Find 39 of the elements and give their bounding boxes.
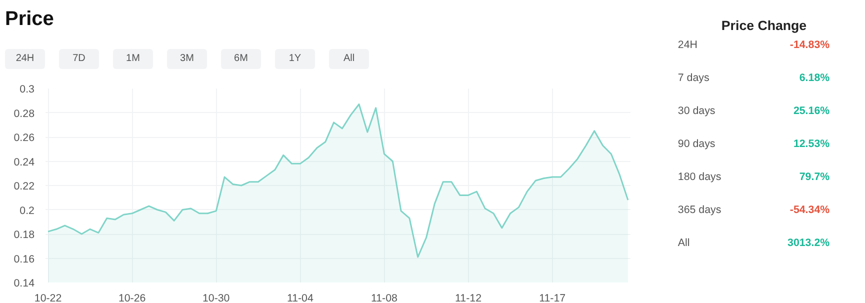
text: 3M xyxy=(180,52,194,66)
text: 1Y xyxy=(288,52,302,66)
category-label: 180 days xyxy=(678,170,722,183)
text: 12.53% xyxy=(793,138,830,150)
text: 24H xyxy=(16,52,34,66)
text: -54.34% xyxy=(790,204,830,216)
text: 1M xyxy=(126,52,140,66)
x-tick-label: 11-04 xyxy=(286,292,314,303)
y-tick-label: 0.28 xyxy=(14,108,35,120)
category-label: 90 days xyxy=(678,138,716,150)
text: All xyxy=(343,52,355,66)
text: Price Change xyxy=(721,18,807,33)
text: 6M xyxy=(234,52,248,66)
chart-title: Price xyxy=(5,7,54,32)
y-tick-label: 0.26 xyxy=(14,132,35,144)
category-label: 24H xyxy=(678,39,698,52)
y-tick-label: 0.18 xyxy=(14,229,35,241)
category-label: 7 days xyxy=(678,72,710,84)
y-tick-label: 0.24 xyxy=(14,156,35,168)
text: 7D xyxy=(72,52,86,66)
text: 25.16% xyxy=(793,104,830,117)
x-tick-label: 11-08 xyxy=(370,292,398,303)
x-tick-label: 10-26 xyxy=(118,292,146,303)
text: 6.18% xyxy=(799,72,830,84)
y-tick-label: 0.14 xyxy=(14,278,35,290)
y-tick-label: 0.22 xyxy=(14,180,35,192)
x-tick-label: 11-12 xyxy=(455,292,482,303)
text: 79.7% xyxy=(799,170,830,183)
x-tick-label: 10-30 xyxy=(202,292,230,303)
x-tick-label: 10-22 xyxy=(34,292,62,303)
text: -14.83% xyxy=(790,39,830,52)
x-tick-label: 11-17 xyxy=(539,292,566,303)
y-tick-label: 0.16 xyxy=(14,253,35,266)
text: 3013.2% xyxy=(788,236,830,249)
category-label: 365 days xyxy=(678,204,722,216)
category-label: 30 days xyxy=(678,104,716,117)
y-tick-label: 0.3 xyxy=(20,84,35,96)
y-tick-label: 0.2 xyxy=(20,204,35,217)
category-label: All xyxy=(678,236,690,249)
